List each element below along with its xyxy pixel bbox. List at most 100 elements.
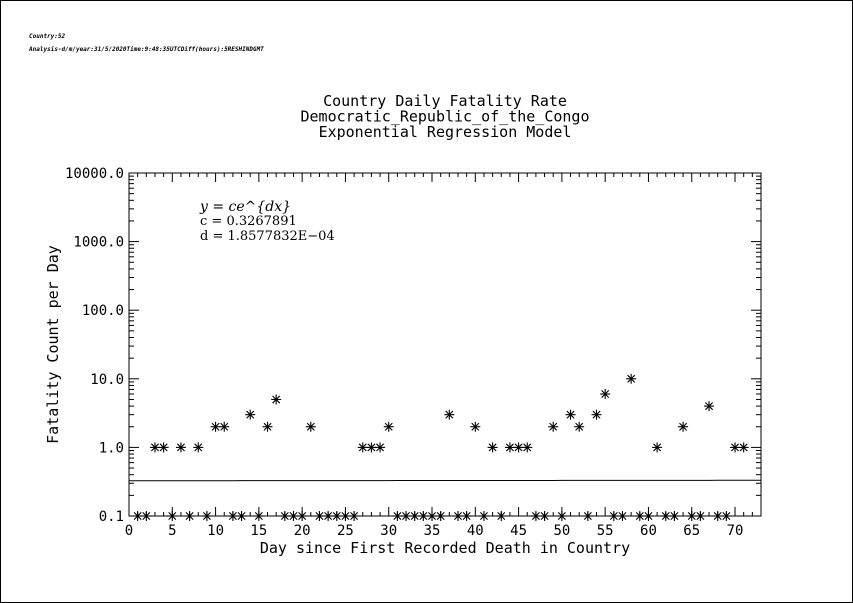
data-point [522, 442, 533, 453]
data-point [600, 389, 611, 400]
data-point [444, 409, 455, 420]
data-point [193, 442, 204, 453]
data-point [236, 511, 247, 521]
chart-title-line-3: Exponential Regression Model [319, 123, 572, 141]
data-point [314, 511, 325, 521]
x-axis-label: Day since First Recorded Death in Countr… [260, 539, 630, 557]
data-point [669, 511, 680, 521]
data-point [366, 442, 377, 453]
equation-text: y = ce^{dx} [199, 199, 291, 215]
data-point [392, 511, 403, 521]
y-tick-label: 10000.0 [65, 166, 124, 182]
data-point [288, 511, 299, 521]
data-point [539, 511, 550, 521]
data-point [323, 511, 334, 521]
data-point [556, 511, 567, 521]
data-point [652, 442, 663, 453]
data-point [297, 511, 308, 521]
data-point [660, 511, 671, 521]
data-point [478, 511, 489, 521]
data-point [721, 511, 732, 521]
data-point [245, 409, 256, 420]
data-point [219, 421, 230, 432]
x-tick-label: 20 [294, 523, 311, 539]
data-point [262, 421, 273, 432]
x-tick-label: 0 [125, 523, 133, 539]
data-point [401, 511, 412, 521]
coefficient-d-text: d = 1.8577832E−04 [200, 229, 335, 244]
x-tick-label: 35 [424, 523, 441, 539]
x-tick-label: 25 [337, 523, 354, 539]
data-point [513, 442, 524, 453]
x-tick-label: 10 [207, 523, 224, 539]
data-point [253, 511, 264, 521]
data-point [452, 511, 463, 521]
data-point [738, 442, 749, 453]
x-tick-label: 60 [640, 523, 657, 539]
data-point [565, 409, 576, 420]
y-axis-label: Fatality Count per Day [44, 245, 62, 444]
x-tick-label: 65 [683, 523, 700, 539]
data-point [227, 511, 238, 521]
data-point [184, 511, 195, 521]
data-point [279, 511, 290, 521]
data-point [357, 442, 368, 453]
data-point [704, 401, 715, 412]
y-tick-label: 100.0 [82, 303, 124, 319]
data-point [271, 394, 282, 405]
data-point [418, 511, 429, 521]
data-point [158, 442, 169, 453]
data-point [496, 511, 507, 521]
data-point [678, 421, 689, 432]
data-point [331, 511, 342, 521]
data-point [608, 511, 619, 521]
data-point [340, 511, 351, 521]
data-point [149, 442, 160, 453]
data-point [427, 511, 438, 521]
data-point [617, 511, 628, 521]
chart-title-line-1: Country Daily Fatality Rate [323, 92, 567, 110]
data-point [487, 442, 498, 453]
data-point [591, 409, 602, 420]
data-point [201, 511, 212, 521]
y-tick-label: 1000.0 [73, 235, 124, 251]
y-tick-label: 1.0 [99, 440, 124, 456]
x-tick-label: 45 [510, 523, 527, 539]
data-point [530, 511, 541, 521]
x-tick-label: 70 [727, 523, 744, 539]
data-point [582, 511, 593, 521]
data-point [435, 511, 446, 521]
data-point [504, 442, 515, 453]
data-point [375, 442, 386, 453]
analysis-timestamp-text: Analysis-d/m/year:31/5/2020Time:9:48:35U… [29, 46, 264, 53]
y-tick-label: 10.0 [90, 372, 124, 388]
data-point [626, 373, 637, 384]
data-point [132, 511, 143, 521]
x-tick-label: 5 [168, 523, 176, 539]
data-point [574, 421, 585, 432]
data-point [686, 511, 697, 521]
data-point [695, 511, 706, 521]
data-point [175, 442, 186, 453]
data-point [383, 421, 394, 432]
x-tick-label: 30 [380, 523, 397, 539]
chart-title-line-2: Democratic_Republic_of_the_Congo [301, 108, 590, 126]
x-tick-label: 40 [467, 523, 484, 539]
data-point [548, 421, 559, 432]
data-point [712, 511, 723, 521]
data-point [305, 421, 316, 432]
x-tick-label: 55 [597, 523, 614, 539]
x-tick-label: 50 [553, 523, 570, 539]
data-point [461, 511, 472, 521]
data-point [409, 511, 420, 521]
data-point [349, 511, 360, 521]
data-point [470, 421, 481, 432]
data-point [141, 511, 152, 521]
data-point [730, 442, 741, 453]
data-point [634, 511, 645, 521]
data-point [167, 511, 178, 521]
data-point [210, 421, 221, 432]
coefficient-c-text: c = 0.3267891 [200, 214, 297, 229]
